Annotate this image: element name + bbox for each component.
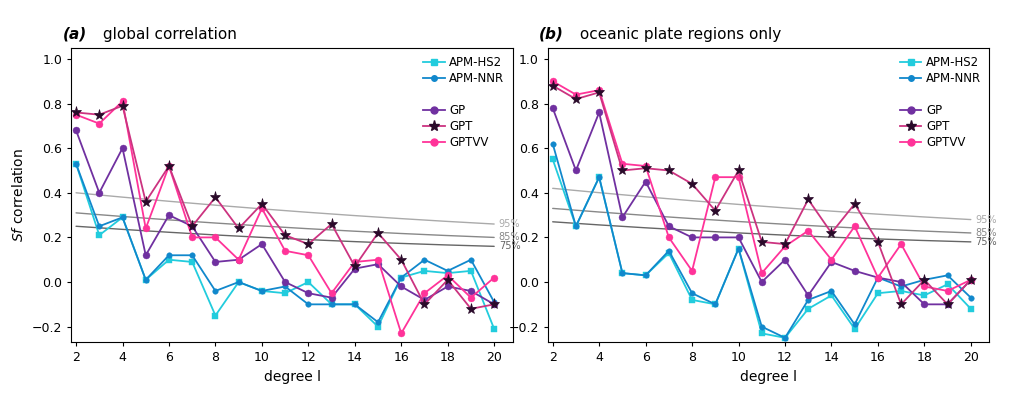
- X-axis label: degree l: degree l: [740, 370, 797, 384]
- Y-axis label: $\it{S}$$f$ correlation: $\it{S}$$f$ correlation: [11, 148, 26, 242]
- Text: (b): (b): [539, 27, 564, 42]
- Text: oceanic plate regions only: oceanic plate regions only: [574, 27, 780, 42]
- Text: global correlation: global correlation: [98, 27, 236, 42]
- Text: 85%: 85%: [974, 228, 996, 238]
- Legend: APM-HS2, APM-NNR, , GP, GPT, GPTVV: APM-HS2, APM-NNR, , GP, GPT, GPTVV: [895, 51, 985, 154]
- Text: 95%: 95%: [974, 215, 996, 224]
- Text: 75%: 75%: [498, 241, 520, 252]
- Legend: APM-HS2, APM-NNR, , GP, GPT, GPTVV: APM-HS2, APM-NNR, , GP, GPT, GPTVV: [418, 51, 508, 154]
- Text: 95%: 95%: [498, 219, 520, 229]
- Text: 85%: 85%: [498, 232, 520, 242]
- X-axis label: degree l: degree l: [263, 370, 320, 384]
- Text: (a): (a): [62, 27, 87, 42]
- Text: 75%: 75%: [974, 237, 997, 247]
